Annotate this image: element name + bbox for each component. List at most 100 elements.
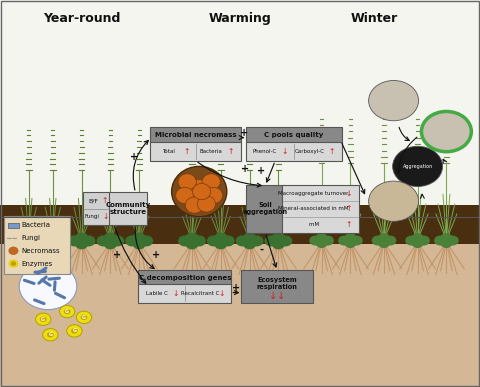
Circle shape [393,146,443,187]
Text: ↑: ↑ [328,147,335,156]
Circle shape [323,236,333,245]
Circle shape [379,239,389,247]
FancyBboxPatch shape [138,284,231,303]
Circle shape [372,236,383,245]
Text: Fungi: Fungi [21,235,40,241]
FancyBboxPatch shape [246,142,342,161]
Ellipse shape [197,196,216,212]
Circle shape [76,311,92,324]
Bar [0,0,480,217]
Text: Phenol-C: Phenol-C [253,149,277,154]
Circle shape [339,236,349,245]
Circle shape [64,309,71,314]
Text: Ecosystem
respiration: Ecosystem respiration [257,277,298,290]
Text: Community
structure: Community structure [106,202,151,215]
Text: Total: Total [162,149,175,154]
Text: ∼∼: ∼∼ [5,233,18,243]
Circle shape [244,239,256,249]
Text: +: + [232,283,240,293]
Circle shape [9,247,18,254]
Ellipse shape [176,187,194,204]
Ellipse shape [178,174,196,190]
Circle shape [385,236,396,245]
FancyBboxPatch shape [83,192,111,225]
Text: ↑: ↑ [346,204,352,214]
Circle shape [412,234,423,242]
Ellipse shape [172,166,227,217]
Text: Microbial necromass: Microbial necromass [155,132,237,138]
Circle shape [179,236,191,246]
Circle shape [23,233,35,243]
Bar [0,217,480,387]
Circle shape [60,305,75,318]
Text: ↓: ↓ [281,147,288,156]
Circle shape [83,236,95,246]
Circle shape [251,236,263,246]
Circle shape [345,239,356,247]
Circle shape [369,181,419,221]
Circle shape [47,332,54,337]
FancyBboxPatch shape [246,185,284,233]
Circle shape [76,239,88,249]
Text: Necromass: Necromass [21,248,60,254]
FancyBboxPatch shape [138,270,231,286]
Circle shape [441,239,452,247]
Text: +: + [240,128,248,138]
Circle shape [421,111,471,152]
Text: ↓: ↓ [172,289,179,298]
Text: +: + [113,250,121,260]
Circle shape [40,317,47,322]
Text: Year-round: Year-round [43,12,120,25]
Circle shape [15,236,27,246]
Text: Warming: Warming [209,12,271,25]
Text: +: + [130,152,138,163]
Circle shape [215,233,227,243]
Circle shape [39,236,52,246]
Circle shape [244,233,256,243]
Circle shape [345,234,356,242]
Circle shape [406,236,417,245]
Text: ↑: ↑ [228,147,234,156]
Text: B/F: B/F [88,198,98,203]
Text: -: - [260,245,264,255]
Circle shape [47,239,59,249]
Circle shape [236,236,249,246]
Circle shape [222,236,234,246]
Circle shape [186,239,198,249]
Circle shape [351,236,362,245]
FancyBboxPatch shape [8,223,19,228]
Text: ↑: ↑ [183,147,190,156]
Circle shape [9,260,18,267]
Circle shape [265,236,277,246]
Circle shape [43,329,58,341]
Circle shape [30,236,42,246]
Text: G: G [82,315,86,320]
Text: +: + [257,166,264,176]
Circle shape [447,236,458,245]
Ellipse shape [204,187,223,204]
Circle shape [310,236,321,245]
Circle shape [133,239,145,249]
Bar [0,205,480,244]
Text: ↑: ↑ [101,196,108,205]
Text: ↓: ↓ [102,212,109,221]
Text: ↓: ↓ [346,189,352,198]
Circle shape [316,234,327,242]
Text: Aggregation: Aggregation [402,164,433,169]
Circle shape [97,236,109,246]
Circle shape [19,263,77,310]
Circle shape [105,239,117,249]
Circle shape [193,236,205,246]
FancyBboxPatch shape [246,127,342,143]
Circle shape [207,236,220,246]
Text: ↓↓: ↓↓ [269,291,285,301]
Text: +: + [152,250,160,260]
Circle shape [186,233,198,243]
Text: C pools quality: C pools quality [264,132,324,138]
Circle shape [12,262,15,265]
FancyBboxPatch shape [241,270,313,303]
Text: ↓: ↓ [218,289,225,298]
Ellipse shape [190,180,208,196]
Circle shape [441,234,452,242]
Text: Recalcitrant C: Recalcitrant C [181,291,219,296]
